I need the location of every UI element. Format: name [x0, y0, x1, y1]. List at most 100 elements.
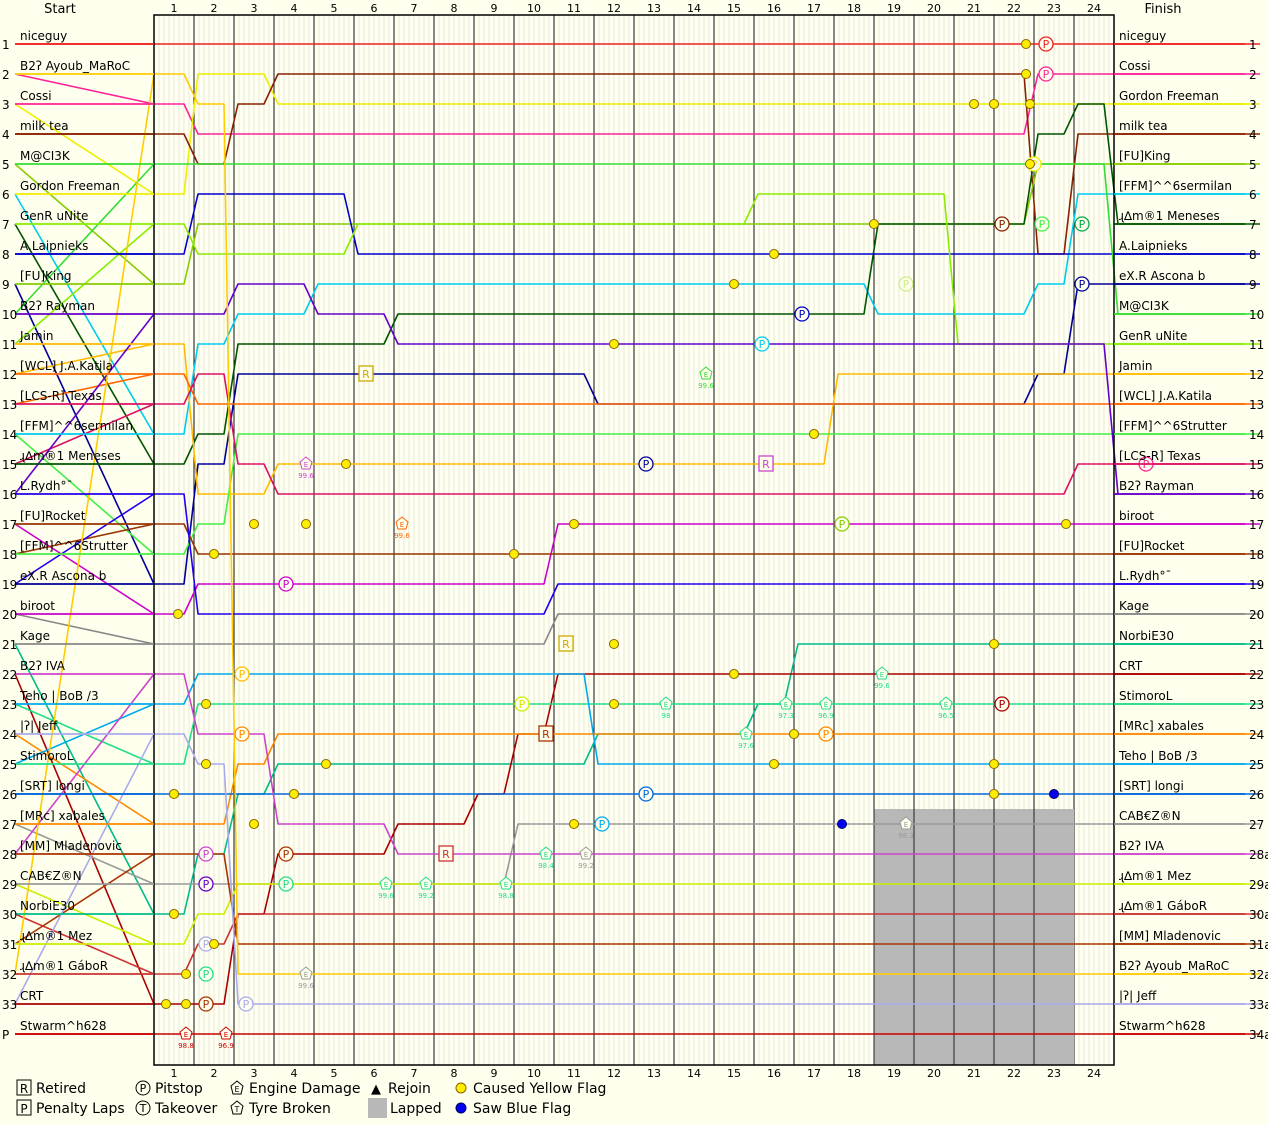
finish-driver-label: [FFM]^^6sermilan [1119, 179, 1232, 193]
yellow-flag-marker [169, 909, 179, 919]
yellow-flag-marker [989, 759, 999, 769]
finish-driver-label: NorbiE30 [1119, 629, 1174, 643]
start-position-number: 33 [2, 998, 17, 1012]
yellow-flag-marker [969, 99, 979, 109]
finish-driver-label: Jamin [1118, 359, 1153, 373]
yellow-flag-marker [201, 759, 211, 769]
pitstop-marker-label: P [519, 698, 526, 711]
finish-position-number: 2 [1249, 68, 1257, 82]
legend-symbol [135, 1100, 151, 1116]
lap-label-bottom: 17 [807, 1067, 821, 1080]
engine-damage-marker [419, 876, 433, 890]
yellow-flag-marker [1061, 519, 1071, 529]
lap-label-top: 22 [1007, 2, 1021, 15]
legend-symbol [368, 1098, 387, 1118]
pitstop-marker [994, 216, 1010, 232]
finish-driver-label: GenR uNite [1119, 329, 1187, 343]
lap-label-top: 23 [1047, 2, 1061, 15]
legend-symbol-text: R [20, 1082, 28, 1096]
engine-damage-marker [899, 816, 913, 830]
engine-damage-marker [219, 1026, 233, 1040]
driver-line [14, 673, 1260, 855]
finish-driver-label: M@CI3K [1119, 299, 1170, 313]
finish-driver-label: B2ʔ Ayoub_MaRoC [1119, 959, 1229, 973]
finish-position-number: 1 [1249, 38, 1257, 52]
engine-damage-value: 99.6 [298, 982, 314, 990]
finish-driver-label: niceguy [1119, 29, 1166, 43]
legend-label: Penalty Laps [36, 1101, 125, 1117]
engine-damage-letter: E [824, 701, 828, 709]
yellow-flag-marker [1025, 159, 1035, 169]
start-position-number: 29 [2, 878, 17, 892]
lap-label-top: 11 [567, 2, 581, 15]
lap-label-bottom: 13 [647, 1067, 661, 1080]
start-driver-label: [FFM]^^6Strutter [20, 539, 128, 553]
pitstop-marker-label: P [1079, 218, 1086, 231]
engine-damage-marker [179, 1026, 193, 1040]
yellow-flag-marker [569, 819, 579, 829]
yellow-flag-marker [509, 549, 519, 559]
driver-line [15, 73, 1260, 255]
pitstop-marker-label: P [203, 878, 210, 891]
pitstop-marker [994, 696, 1010, 712]
lap-label-bottom: 10 [527, 1067, 541, 1080]
legend-symbol [135, 1080, 151, 1096]
legend-symbol-text: T [234, 1105, 240, 1114]
finish-driver-label: B2ʔ IVA [1119, 839, 1165, 853]
legend-label: Lapped [390, 1101, 442, 1117]
finish-driver-label: Teho | BoB /3 [1118, 749, 1198, 763]
driver-line [14, 523, 1260, 615]
pitstop-marker [638, 456, 654, 472]
pitstop-marker-label: P [823, 728, 830, 741]
start-position-number: 22 [2, 668, 17, 682]
finish-driver-label: L.Rydh°¯ [1119, 569, 1172, 583]
engine-damage-letter: E [584, 851, 588, 859]
start-driver-label: ɻ∆m®1 GáboR [20, 959, 108, 973]
start-driver-label: M@CI3K [20, 149, 71, 163]
pitstop-marker-label: P [839, 518, 846, 531]
legend-label: Caused Yellow Flag [473, 1081, 606, 1097]
lap-label-top: 7 [411, 2, 418, 15]
start-position-number: 9 [2, 278, 10, 292]
start-position-number: 11 [2, 338, 17, 352]
start-driver-label: L.Rydh°¯ [20, 479, 73, 493]
start-position-number: 27 [2, 818, 17, 832]
yellow-flag-marker [301, 519, 311, 529]
finish-position-number: 25 [1249, 758, 1264, 772]
lap-label-bottom: 18 [847, 1067, 861, 1080]
finish-driver-label: [MRc] xabales [1119, 719, 1204, 733]
lap-label-top: 6 [371, 2, 378, 15]
driver-line [15, 193, 1260, 255]
finish-driver-label: StimoroL [1119, 689, 1173, 703]
finish-driver-label: CAB€Z®N [1119, 809, 1181, 823]
start-position-number: 26 [2, 788, 17, 802]
start-position-number: 18 [2, 548, 17, 562]
lap-label-bottom: 15 [727, 1067, 741, 1080]
finish-position-number: 21 [1249, 638, 1264, 652]
engine-damage-letter: E [904, 821, 908, 829]
engine-damage-value: 99.6 [378, 892, 394, 900]
engine-damage-marker [939, 696, 953, 710]
pitstop-marker [754, 336, 770, 352]
finish-position-number: 15 [1249, 458, 1264, 472]
yellow-flag-marker [1025, 99, 1035, 109]
lap-label-top: 20 [927, 2, 941, 15]
retired-marker [358, 365, 374, 382]
legend-label: Rejoin [388, 1081, 431, 1097]
finish-position-number: 11 [1249, 338, 1264, 352]
lap-label-bottom: 23 [1047, 1067, 1061, 1080]
pitstop-marker-label: P [203, 998, 210, 1011]
lap-label-bottom: 19 [887, 1067, 901, 1080]
engine-damage-value: 98 [662, 712, 671, 720]
lapped-area [874, 809, 1074, 1065]
driver-line [14, 523, 1260, 555]
start-position-number: 8 [2, 248, 10, 262]
pitstop-marker [198, 996, 214, 1012]
legend-symbol-text: T [139, 1102, 147, 1115]
start-driver-label: [FFM]^^6sermilan [20, 419, 133, 433]
yellow-flag-marker [249, 519, 259, 529]
yellow-flag-marker [769, 759, 779, 769]
lap-label-top: 4 [291, 2, 298, 15]
engine-damage-letter: E [304, 971, 308, 979]
pitstop-marker [898, 276, 914, 292]
